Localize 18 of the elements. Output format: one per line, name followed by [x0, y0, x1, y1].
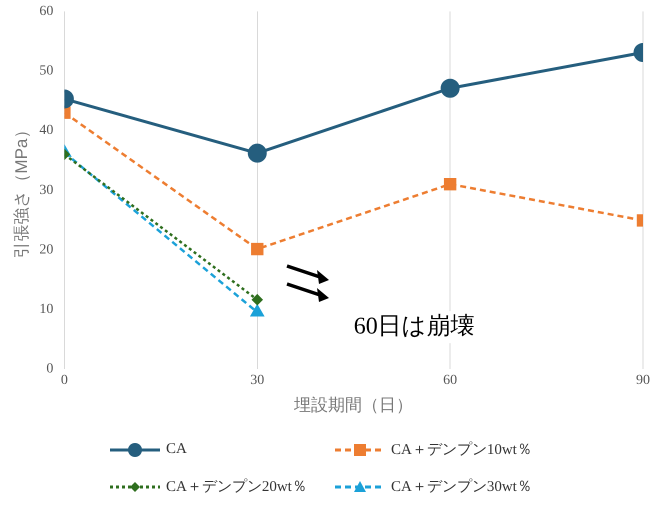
- legend-label: CA＋デンプン30wt％: [391, 477, 532, 496]
- y-tick-label: 0: [46, 361, 54, 376]
- y-tick-label: 10: [39, 302, 54, 317]
- x-axis-title: 埋設期間（日）: [293, 395, 414, 414]
- x-tick-label: 60: [443, 372, 458, 388]
- y-tick-label: 30: [39, 182, 54, 198]
- x-tick-label: 0: [60, 372, 68, 388]
- annotation: 60日は崩壊: [354, 313, 475, 340]
- x-tick-label: 90: [636, 372, 650, 388]
- y-tick-label: 60: [39, 4, 54, 20]
- x-tick-label: 30: [250, 372, 264, 388]
- legend-label: CA＋デンプン10wt％: [391, 440, 532, 459]
- y-tick-label: 20: [39, 242, 54, 258]
- legend-label: CA: [166, 441, 187, 458]
- legend-label: CA＋デンプン20wt％: [166, 477, 307, 496]
- y-tick-label: 50: [39, 64, 54, 79]
- y-tick-label: 40: [39, 123, 54, 138]
- y-axis-title: 引張強さ（MPa）: [12, 122, 31, 259]
